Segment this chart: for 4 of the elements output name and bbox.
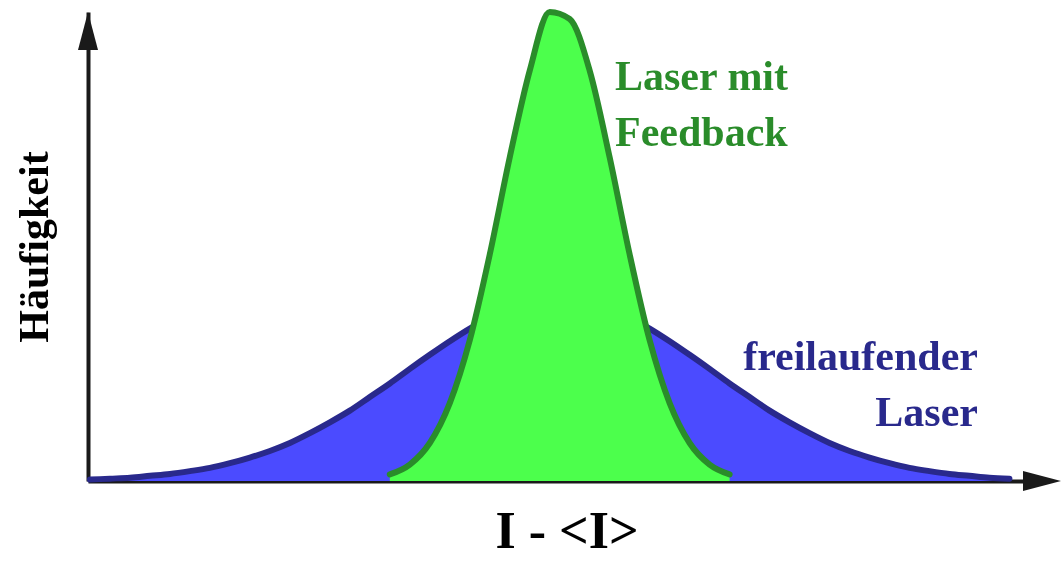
series-label: freilaufender Laser xyxy=(743,333,978,435)
x-axis-title: I - <I> xyxy=(495,501,639,559)
series-label: Laser mit Feedback xyxy=(615,53,789,155)
y-axis-title: Häufigkeit xyxy=(10,151,57,343)
